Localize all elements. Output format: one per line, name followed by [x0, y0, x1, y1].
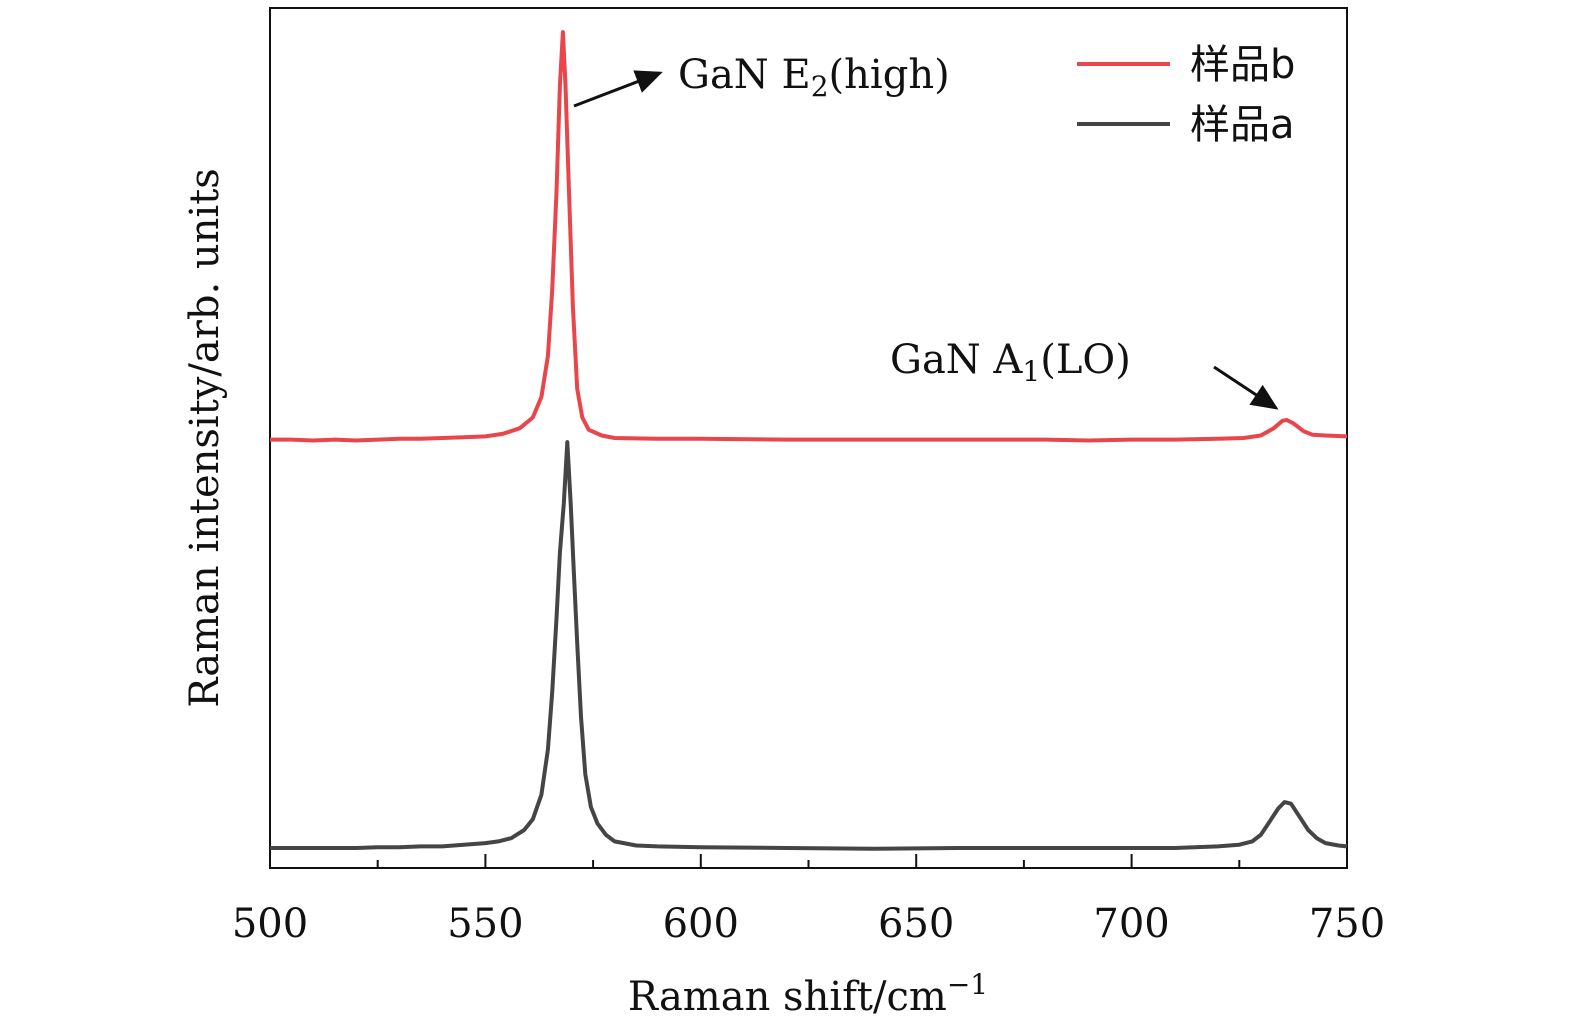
annotations: GaN E2(high) GaN A1(LO): [573, 52, 1279, 410]
legend: 样品b 样品a: [1077, 42, 1295, 148]
x-axis-ticks: [269, 854, 1348, 868]
annotation-label-e2: GaN E2(high): [678, 52, 950, 103]
x-tick-label: 500: [232, 901, 308, 947]
annotation-label-sub: 2: [811, 70, 829, 103]
y-axis-label: Raman intensity/arb. units: [182, 168, 228, 708]
x-axis-label-main: Raman shift/cm: [628, 974, 947, 1020]
x-tick-label: 650: [878, 901, 954, 947]
annotation-label-main: GaN E: [678, 52, 811, 98]
x-axis-tick-labels: 500 550 600 650 700 750: [232, 901, 1385, 947]
annotation-arrow-a1: [1213, 365, 1279, 410]
x-tick-label: 550: [447, 901, 523, 947]
legend-label: 样品b: [1190, 42, 1295, 88]
x-axis-label-sup: −1: [947, 968, 988, 1001]
series-layer: [270, 30, 1348, 851]
annotation-label-a1: GaN A1(LO): [890, 337, 1131, 388]
annotation-label-rest: (LO): [1040, 337, 1131, 383]
legend-label: 样品a: [1190, 102, 1295, 148]
series-line-sample-b: [270, 30, 1348, 443]
x-tick-label: 750: [1309, 901, 1385, 947]
x-tick-label: 600: [663, 901, 739, 947]
annotation-label-main: GaN A: [890, 337, 1024, 383]
annotation-label-rest: (high): [829, 52, 950, 98]
x-tick-label: 700: [1093, 901, 1169, 947]
x-axis-label: Raman shift/cm−1: [628, 968, 988, 1020]
series-line-sample-a: [270, 440, 1348, 851]
annotation-arrow-e2: [573, 70, 663, 108]
annotation-label-sub: 1: [1022, 355, 1040, 388]
